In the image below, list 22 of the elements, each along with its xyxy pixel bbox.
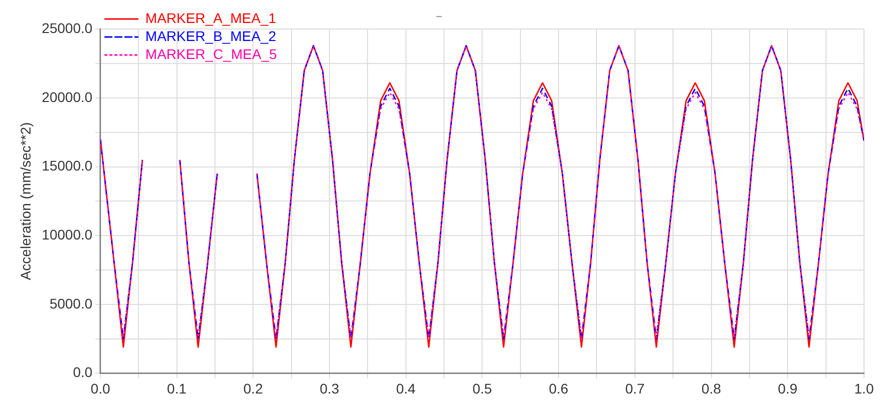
x-tick-label: 0.8	[702, 380, 722, 396]
chart-title: –	[436, 10, 442, 23]
y-tick-label: 10000.0	[42, 226, 93, 242]
x-tick-label: 0.6	[548, 380, 569, 396]
x-tick-label: 0.2	[243, 380, 264, 396]
legend-label: MARKER_B_MEA_2	[145, 28, 276, 44]
y-axis-title: Acceleration (mm/sec**2)	[17, 122, 34, 280]
y-tick-label: 20000.0	[42, 88, 93, 105]
x-tick-label: 0.3	[320, 380, 340, 396]
x-tick-label: 0.0	[90, 380, 110, 396]
x-tick-label: 0.5	[472, 380, 492, 396]
legend-label: MARKER_C_MEA_5	[145, 46, 278, 62]
x-tick-label: 0.7	[625, 380, 645, 396]
y-tick-label: 15000.0	[42, 158, 93, 174]
y-tick-label: 0.0	[72, 364, 93, 380]
x-tick-label: 0.1	[167, 380, 187, 396]
x-tick-label: 0.4	[396, 380, 416, 396]
legend-label: MARKER_A_MEA_1	[145, 10, 276, 26]
y-tick-label: 5000.0	[50, 295, 93, 312]
x-tick-label: 0.9	[778, 380, 798, 396]
y-tick-label: 25000.0	[42, 20, 93, 36]
x-tick-label: 1.0	[854, 380, 874, 396]
